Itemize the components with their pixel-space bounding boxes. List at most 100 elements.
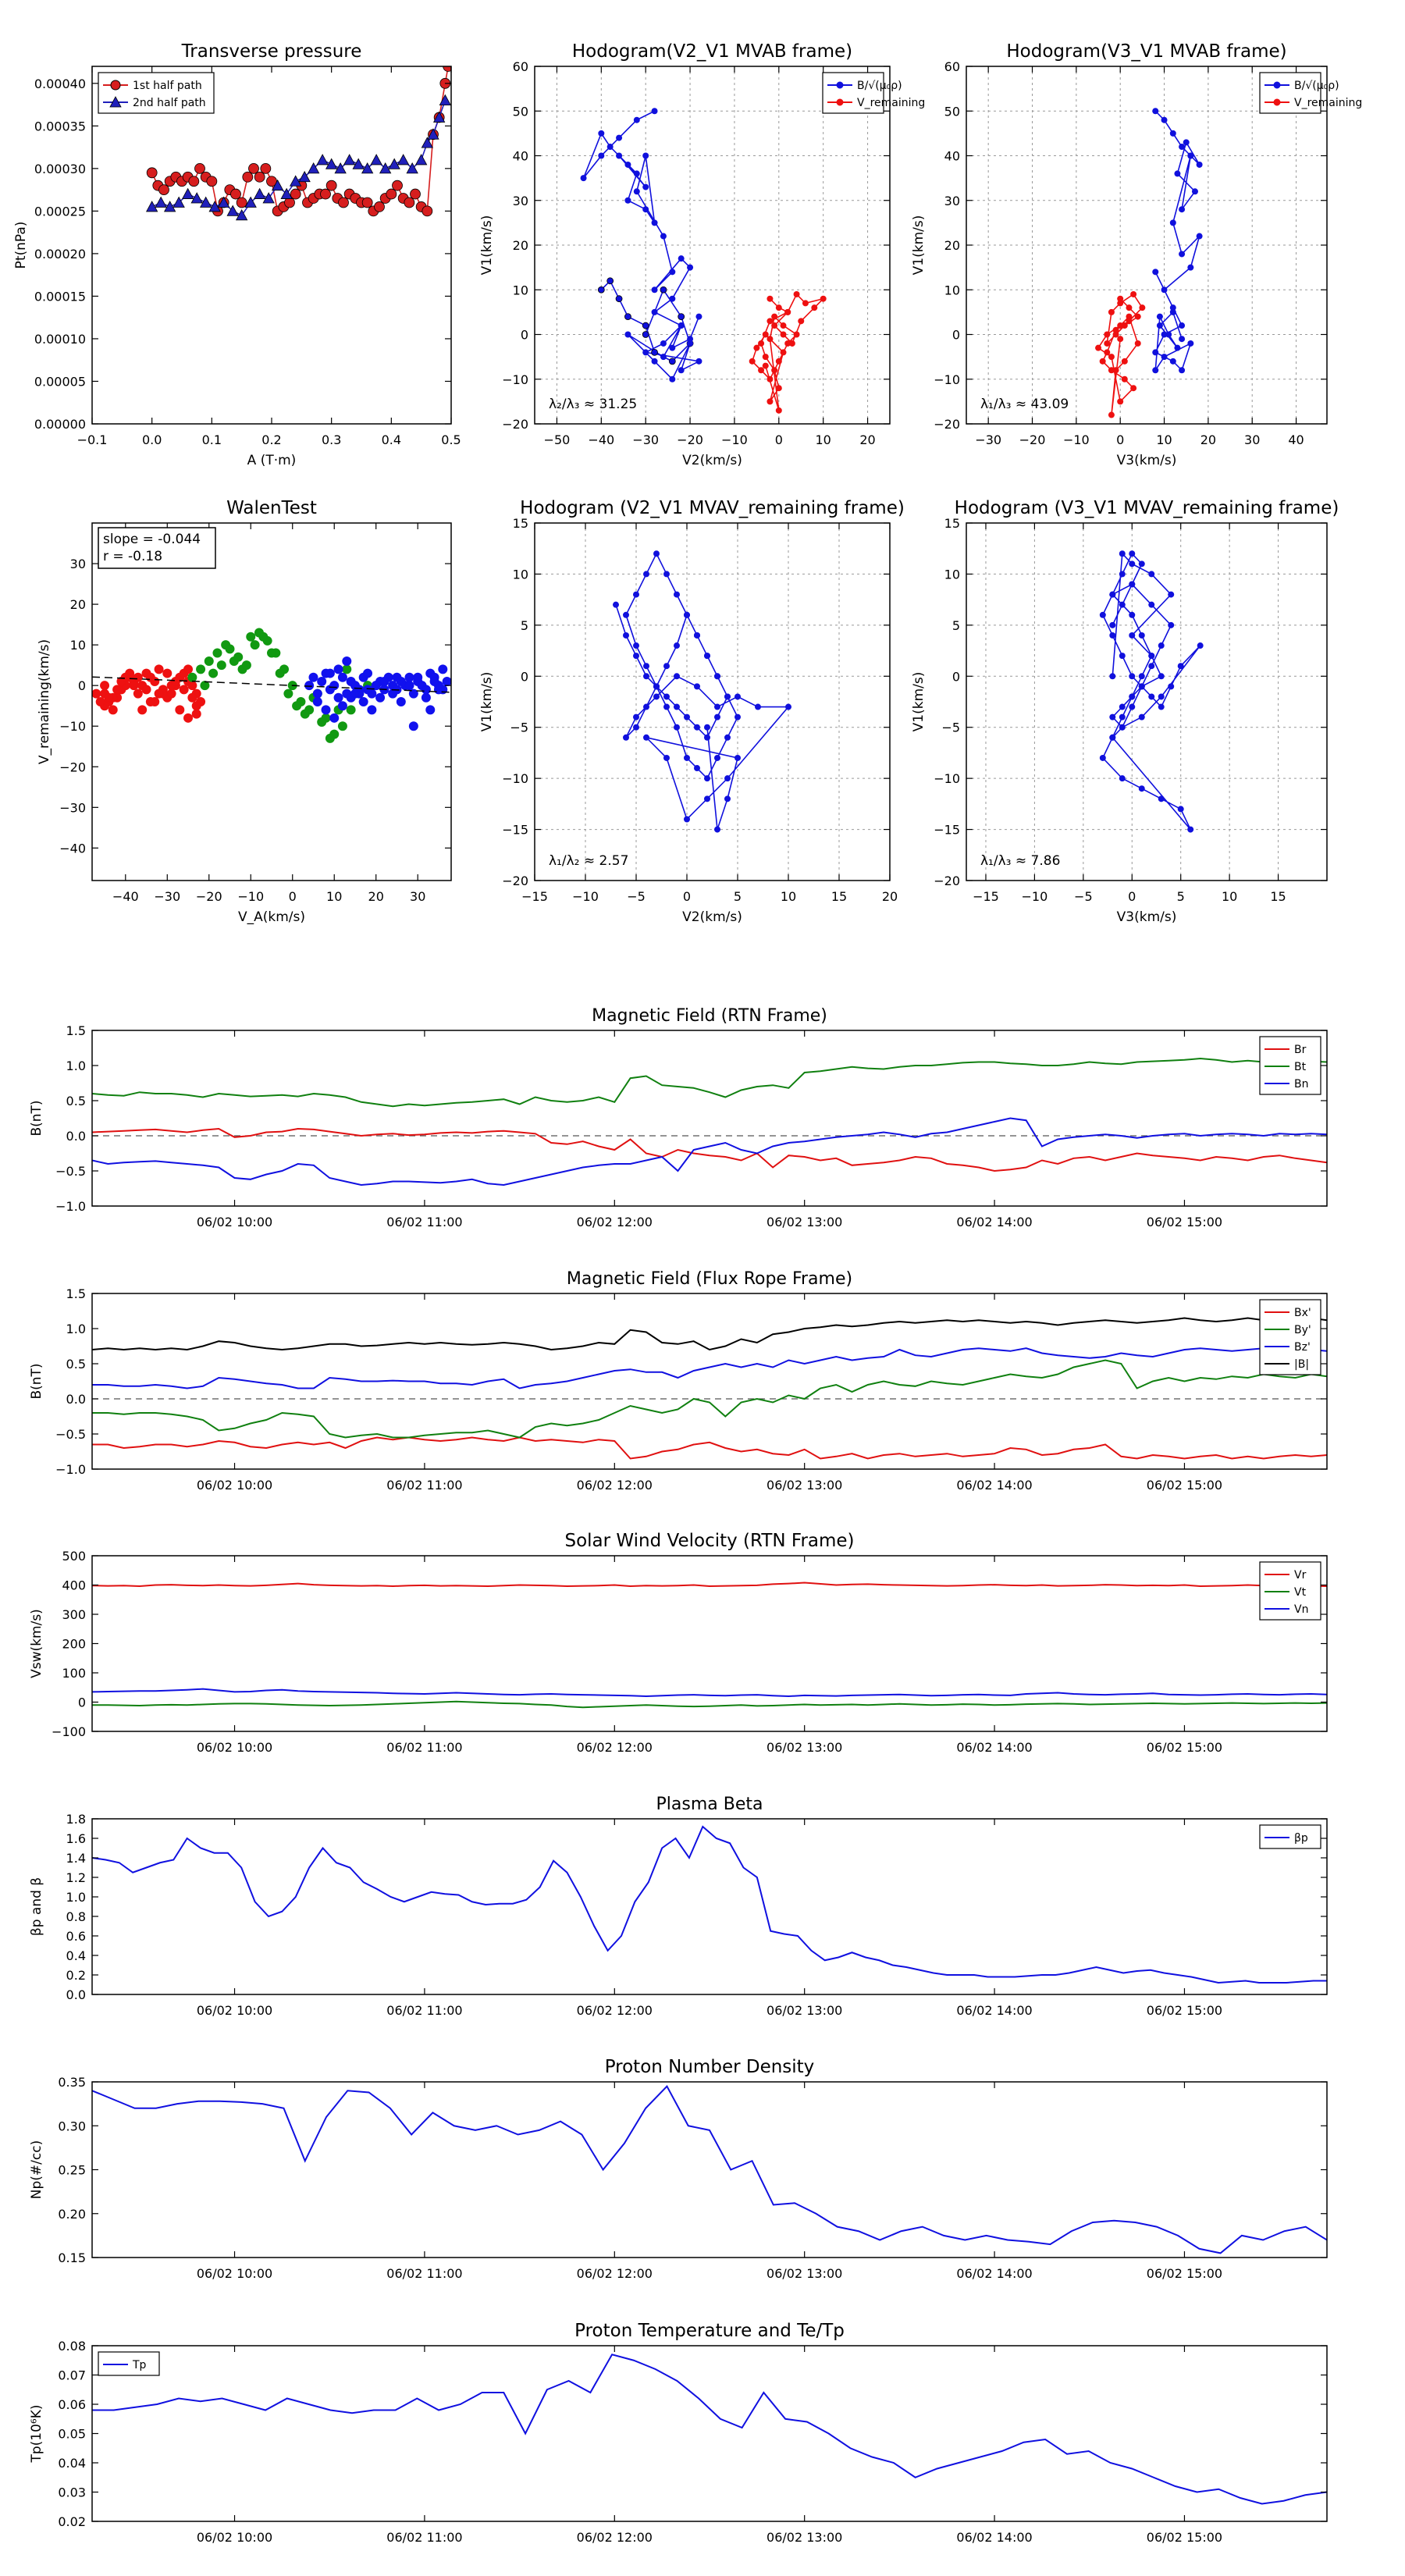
y-tick-label: 0.5 — [66, 1357, 86, 1372]
x-tick-label: 06/02 10:00 — [197, 2003, 272, 2018]
data-point — [308, 672, 318, 682]
data-layer — [92, 1582, 1327, 1709]
data-point — [624, 197, 631, 204]
x-tick-label: 06/02 11:00 — [386, 2266, 462, 2281]
data-point — [108, 705, 118, 715]
data-point — [343, 154, 356, 165]
data-point — [200, 681, 210, 691]
data-point — [421, 137, 434, 148]
data-point — [793, 290, 800, 297]
data-point — [1138, 785, 1145, 792]
data-point — [678, 255, 685, 262]
data-point — [1119, 703, 1126, 710]
x-tick-label: 06/02 12:00 — [577, 2530, 653, 2545]
data-point — [1174, 170, 1181, 177]
x-tick-label: 06/02 11:00 — [386, 1740, 462, 1755]
x-tick-label: 06/02 10:00 — [197, 1740, 272, 1755]
y-tick-label: 0.20 — [58, 2207, 86, 2222]
data-point — [1183, 139, 1190, 146]
data-point — [1126, 318, 1133, 325]
y-tick-label: 0 — [952, 669, 960, 684]
axes-frame — [91, 66, 452, 425]
chart-title: Solar Wind Velocity (RTN Frame) — [564, 1531, 854, 1551]
data-point — [714, 754, 720, 761]
data-point — [370, 154, 382, 165]
x-tick-label: 20 — [368, 889, 384, 904]
data-point — [695, 358, 702, 365]
data-point — [271, 179, 284, 191]
data-point — [616, 134, 623, 141]
data-point — [194, 162, 205, 174]
y-tick-label: 0.6 — [66, 1929, 86, 1944]
data-point — [1109, 673, 1116, 680]
data-point — [375, 692, 386, 703]
data-point — [1112, 367, 1119, 374]
y-tick-label: 0.00015 — [34, 289, 86, 304]
data-point — [262, 192, 275, 204]
data-point — [1156, 313, 1163, 320]
y-tick-label: 0.00000 — [34, 417, 86, 432]
data-point — [767, 375, 774, 382]
data-point — [427, 128, 439, 140]
data-point — [181, 187, 194, 199]
y-tick-label: −15 — [934, 823, 960, 838]
series-Bx--line — [92, 1436, 1327, 1460]
x-tick-label: 10 — [326, 889, 342, 904]
data-point — [225, 644, 235, 654]
axes-frame — [91, 1030, 1328, 1207]
data-point — [704, 795, 710, 802]
data-point — [236, 197, 247, 208]
data-point — [704, 724, 710, 731]
y-axis-label: V1(km/s) — [479, 672, 495, 732]
data-point — [651, 286, 658, 294]
data-point — [1121, 358, 1128, 365]
data-point — [170, 676, 180, 686]
data-point — [793, 331, 800, 338]
data-point — [129, 681, 139, 691]
data-point — [1158, 693, 1165, 700]
data-point — [1099, 611, 1106, 618]
data-point — [367, 705, 377, 715]
y-tick-label: 0.02 — [58, 2514, 86, 2529]
axes-frame — [91, 2081, 1328, 2258]
x-tick-label: 0.4 — [382, 432, 401, 447]
data-point — [104, 692, 114, 703]
data-point — [1152, 349, 1159, 356]
y-tick-label: 10 — [513, 283, 528, 297]
y-tick-label: −10 — [502, 771, 528, 786]
data-point — [653, 683, 660, 690]
data-point — [1161, 354, 1168, 361]
data-point — [1108, 354, 1115, 361]
y-tick-label: 40 — [513, 149, 528, 164]
data-point — [784, 308, 791, 315]
data-point — [674, 591, 680, 598]
y-tick-label: −10 — [502, 372, 528, 387]
x-tick-label: 06/02 13:00 — [767, 2266, 842, 2281]
x-tick-label: −30 — [154, 889, 180, 904]
data-point — [316, 154, 329, 165]
x-tick-label: 06/02 11:00 — [386, 2003, 462, 2018]
y-tick-label: 30 — [944, 194, 960, 208]
data-point — [404, 197, 415, 208]
data-point-small — [615, 295, 623, 303]
data-point — [260, 162, 272, 174]
x-tick-label: 06/02 10:00 — [197, 2530, 272, 2545]
y-tick-label: 1.0 — [66, 1059, 86, 1073]
data-point — [408, 721, 418, 731]
y-tick-label: 0.00035 — [34, 119, 86, 133]
panel-tp: 0.00000 0.00005 0.00010 0.00015 0.00020 0.000… — [13, 41, 461, 468]
y-tick-label: −20 — [59, 760, 86, 774]
data-point — [1129, 550, 1136, 557]
legend-marker — [109, 96, 122, 108]
data-point — [735, 693, 741, 700]
x-tick-label: 06/02 14:00 — [956, 2266, 1032, 2281]
annotation-box — [98, 527, 216, 569]
data-layer — [613, 550, 791, 833]
data-point — [1158, 795, 1165, 802]
data-point — [714, 673, 720, 680]
data-point — [771, 322, 778, 329]
data-point — [1179, 251, 1186, 258]
data-point — [1179, 367, 1186, 374]
data-point — [653, 550, 660, 557]
